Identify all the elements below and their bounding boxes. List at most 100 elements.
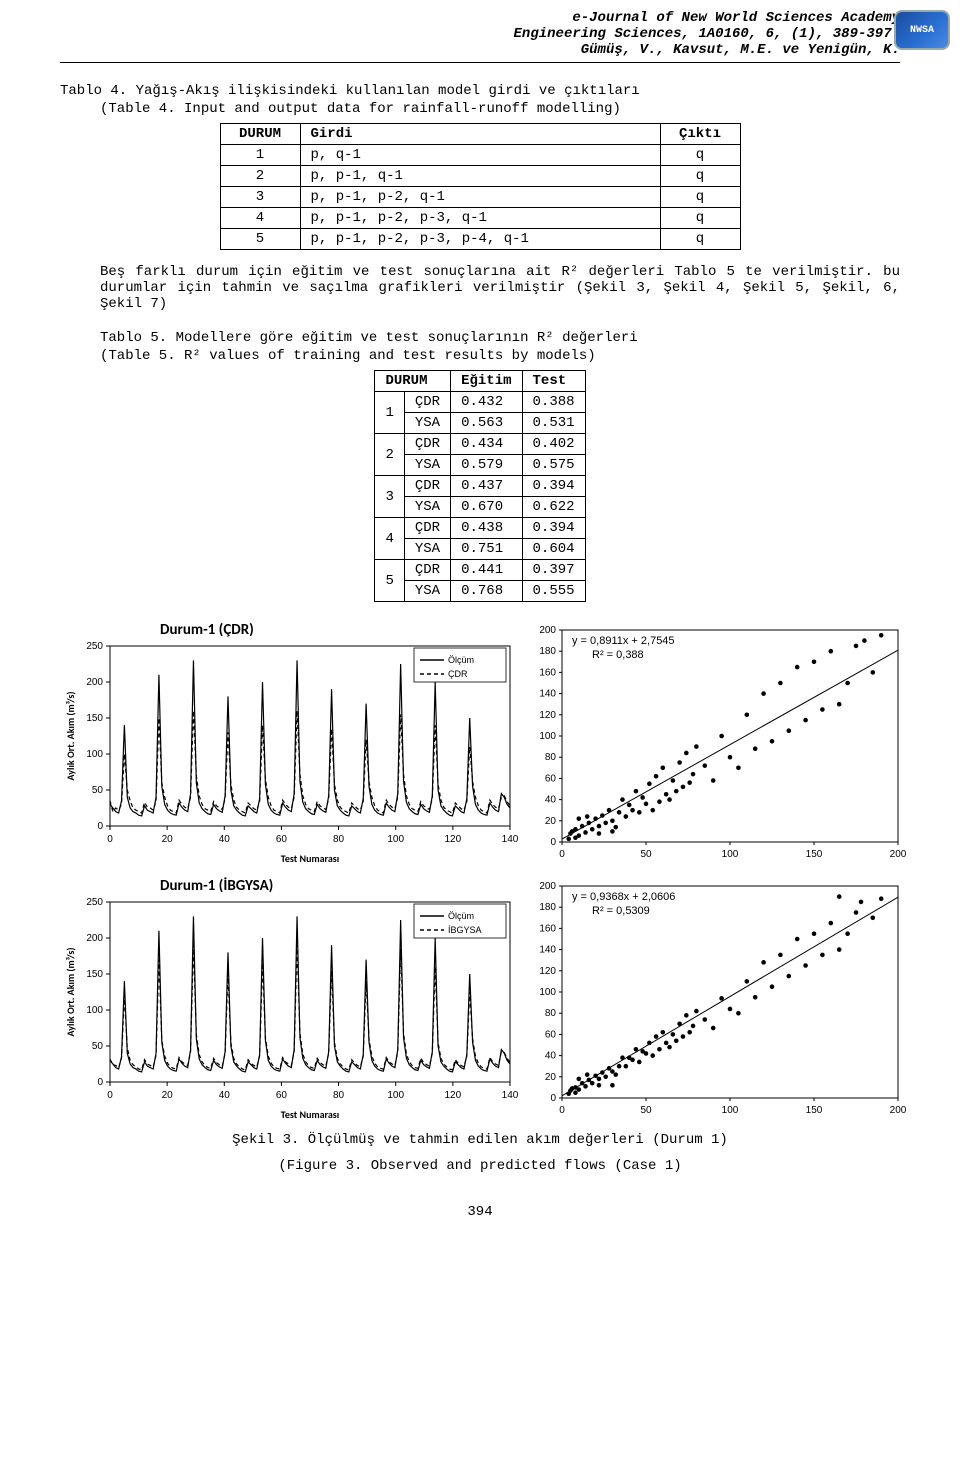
table5-cell: 0.432 (451, 392, 522, 413)
table5-cell: ÇDR (404, 560, 450, 581)
sc1-chart: 020406080100120140160180200050100150200y… (528, 616, 906, 866)
table5-header: DURUM (375, 371, 451, 392)
table5-cell: 0.394 (522, 476, 585, 497)
svg-text:Ölçüm: Ölçüm (448, 911, 474, 921)
table5-cell: ÇDR (404, 392, 450, 413)
svg-text:0: 0 (559, 849, 565, 860)
svg-text:0: 0 (559, 1105, 565, 1116)
svg-text:100: 100 (722, 1105, 739, 1116)
svg-text:0: 0 (97, 1077, 103, 1088)
table5-cell: 0.555 (522, 581, 585, 602)
svg-text:20: 20 (545, 1072, 557, 1083)
table5-cell: 0.434 (451, 434, 522, 455)
table5-cell: YSA (404, 581, 450, 602)
header-line-1: e-Journal of New World Sciences Academy (60, 10, 900, 26)
table4-header: DURUM (220, 124, 300, 145)
table5-cell: YSA (404, 455, 450, 476)
svg-text:140: 140 (502, 834, 519, 845)
svg-text:180: 180 (539, 902, 556, 913)
svg-text:40: 40 (545, 795, 557, 806)
svg-text:0: 0 (550, 1093, 556, 1104)
table4-cell: p, p-1, q-1 (300, 166, 660, 187)
svg-text:120: 120 (445, 1090, 462, 1101)
svg-text:Aylık Ort. Akım (m³/s): Aylık Ort. Akım (m³/s) (64, 692, 77, 781)
svg-text:50: 50 (640, 1105, 652, 1116)
svg-text:120: 120 (445, 834, 462, 845)
table5-header: Eğitim (451, 371, 522, 392)
table5-cell: 0.751 (451, 539, 522, 560)
svg-text:40: 40 (219, 834, 231, 845)
svg-text:60: 60 (276, 1090, 288, 1101)
table5-cell: 0.388 (522, 392, 585, 413)
svg-text:80: 80 (545, 752, 557, 763)
table4-cell: p, q-1 (300, 145, 660, 166)
table5-cell: 0.768 (451, 581, 522, 602)
table5-cell: ÇDR (404, 476, 450, 497)
table4-header: Girdi (300, 124, 660, 145)
figure3-caption-en: (Figure 3. Observed and predicted flows … (60, 1158, 900, 1174)
table5-cell: 0.397 (522, 560, 585, 581)
svg-text:Ölçüm: Ölçüm (448, 655, 474, 665)
table4-cell: p, p-1, p-2, p-3, q-1 (300, 208, 660, 229)
svg-text:100: 100 (86, 1005, 103, 1016)
svg-text:150: 150 (806, 1105, 823, 1116)
svg-text:200: 200 (890, 1105, 907, 1116)
svg-text:40: 40 (545, 1051, 557, 1062)
svg-text:0: 0 (550, 837, 556, 848)
table4-cell: q (660, 187, 740, 208)
svg-text:Test Numarası: Test Numarası (281, 1108, 339, 1121)
svg-text:200: 200 (539, 625, 556, 636)
table4-cell: p, p-1, p-2, q-1 (300, 187, 660, 208)
journal-header: e-Journal of New World Sciences Academy … (60, 10, 900, 63)
table4-cell: q (660, 166, 740, 187)
table4-header: Çıktı (660, 124, 740, 145)
table4-cell: 3 (220, 187, 300, 208)
svg-text:100: 100 (722, 849, 739, 860)
svg-text:120: 120 (539, 966, 556, 977)
table5-durum: 5 (375, 560, 404, 602)
table5-cell: 0.604 (522, 539, 585, 560)
svg-text:250: 250 (86, 897, 103, 908)
tablo5-caption-en: (Table 5. R² values of training and test… (100, 348, 900, 364)
svg-text:50: 50 (92, 1041, 104, 1052)
header-line-3: Gümüş, V., Kavsut, M.E. ve Yenigün, K. (60, 42, 900, 58)
svg-text:60: 60 (545, 1029, 557, 1040)
nwsa-logo-icon: NWSA (894, 10, 950, 50)
table4-cell: q (660, 208, 740, 229)
table4-cell: 4 (220, 208, 300, 229)
svg-text:100: 100 (387, 1090, 404, 1101)
svg-text:200: 200 (890, 849, 907, 860)
table5-cell: 0.531 (522, 413, 585, 434)
table5-cell: 0.622 (522, 497, 585, 518)
svg-text:60: 60 (545, 773, 557, 784)
svg-text:20: 20 (162, 1090, 174, 1101)
svg-text:200: 200 (539, 881, 556, 892)
svg-text:20: 20 (162, 834, 174, 845)
table5-cell: ÇDR (404, 434, 450, 455)
table-5: DURUMEğitimTest1ÇDR0.4320.388YSA0.5630.5… (374, 370, 585, 602)
table5-durum: 4 (375, 518, 404, 560)
table4-cell: 1 (220, 145, 300, 166)
svg-text:100: 100 (387, 834, 404, 845)
svg-text:Durum-1 (ÇDR): Durum-1 (ÇDR) (160, 621, 254, 639)
svg-text:80: 80 (545, 1008, 557, 1019)
svg-text:150: 150 (806, 849, 823, 860)
table4-cell: p, p-1, p-2, p-3, p-4, q-1 (300, 229, 660, 250)
header-line-2: Engineering Sciences, 1A0160, 6, (1), 38… (60, 26, 900, 42)
svg-text:60: 60 (276, 834, 288, 845)
svg-text:200: 200 (86, 677, 103, 688)
table4-cell: 2 (220, 166, 300, 187)
svg-text:Aylık Ort. Akım (m³/s): Aylık Ort. Akım (m³/s) (64, 948, 77, 1037)
table5-cell: 0.441 (451, 560, 522, 581)
table5-cell: 0.438 (451, 518, 522, 539)
tablo5-caption-tr: Tablo 5. Modellere göre eğitim ve test s… (100, 330, 900, 346)
table5-cell: ÇDR (404, 518, 450, 539)
svg-text:250: 250 (86, 641, 103, 652)
svg-text:İBGYSA: İBGYSA (448, 925, 482, 935)
sc2-chart: 020406080100120140160180200050100150200y… (528, 872, 906, 1122)
svg-text:ÇDR: ÇDR (448, 669, 468, 679)
svg-text:150: 150 (86, 713, 103, 724)
para-1: Beş farklı durum için eğitim ve test son… (100, 264, 900, 312)
svg-text:50: 50 (92, 785, 104, 796)
svg-text:80: 80 (333, 834, 345, 845)
